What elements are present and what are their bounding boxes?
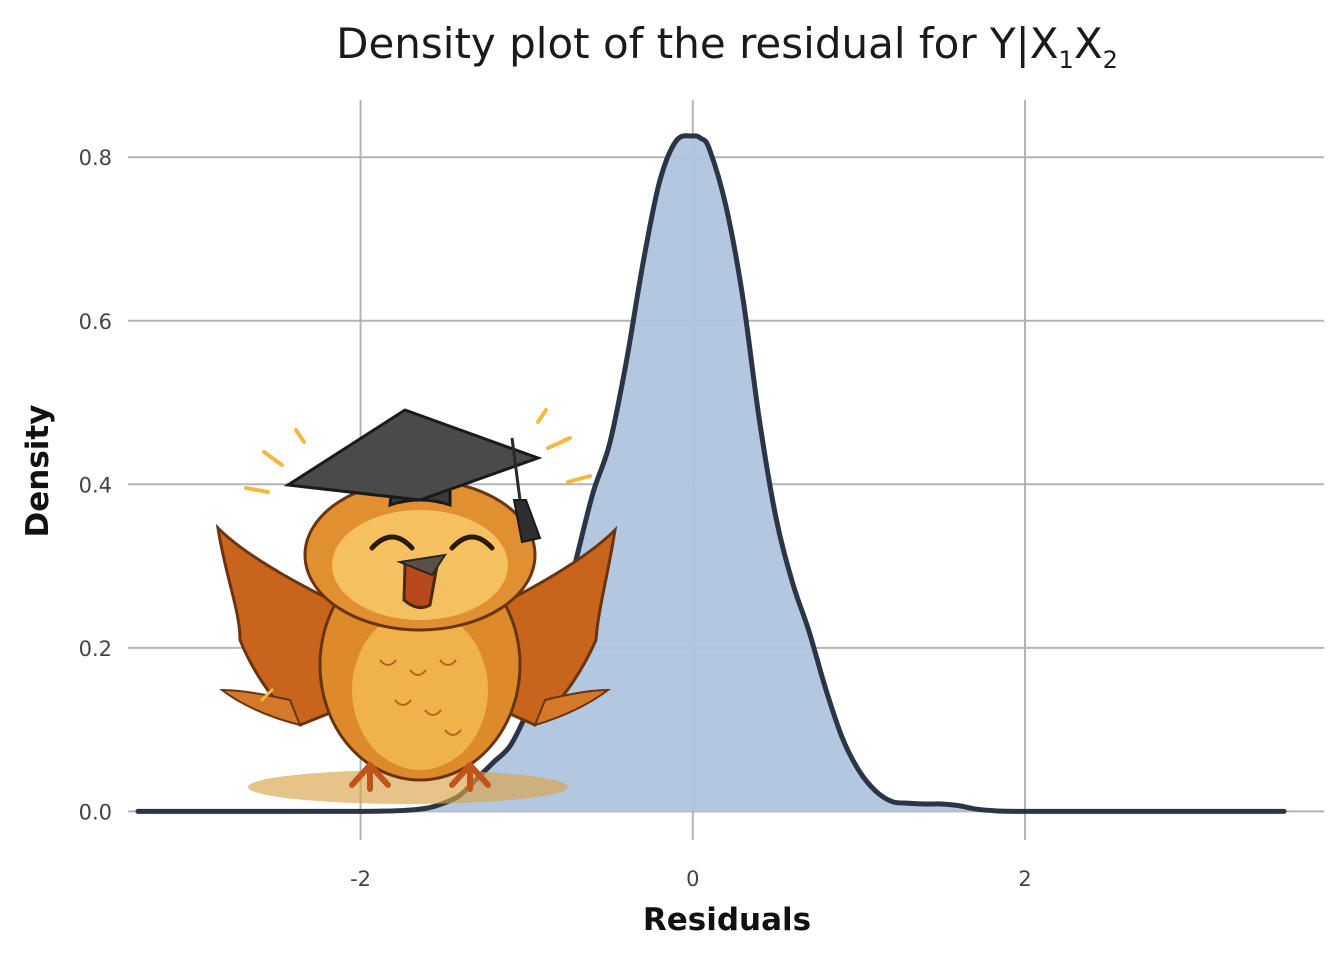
- x-axis-title: Residuals: [643, 902, 811, 938]
- y-tick-label: 0.8: [79, 146, 112, 170]
- y-tick-label: 0.0: [79, 800, 112, 824]
- chart-title: Density plot of the residual for Y|X1X2: [336, 19, 1118, 74]
- x-tick-label: -2: [350, 867, 371, 891]
- density-area: [137, 135, 1285, 812]
- owl-mascot-icon: [215, 408, 618, 804]
- x-tick-label: 0: [686, 867, 699, 891]
- y-tick-label: 0.2: [79, 637, 112, 661]
- y-tick-label: 0.4: [79, 473, 112, 497]
- y-tick-label: 0.6: [79, 310, 112, 334]
- x-tick-label: 2: [1018, 867, 1031, 891]
- y-axis-title: Density: [20, 405, 56, 538]
